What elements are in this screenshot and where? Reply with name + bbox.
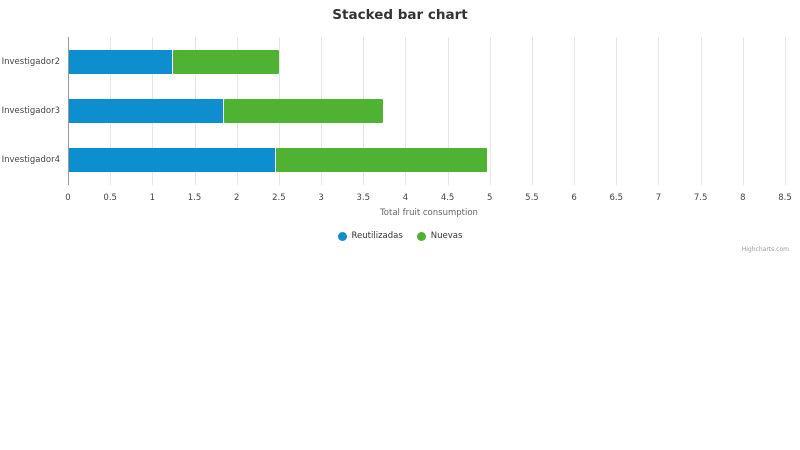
x-tick-label: 8 <box>740 193 746 203</box>
category-label: Investigador2 <box>1 56 60 67</box>
x-tick-label: 1 <box>149 193 156 203</box>
legend-label: Reutilizadas <box>351 231 403 241</box>
x-tick-label: 6 <box>571 193 577 203</box>
x-tick-label: 7 <box>655 193 662 203</box>
bar-nuevas-investigador4[interactable] <box>276 148 488 173</box>
x-tick-label: 6.5 <box>609 193 624 203</box>
legend: Reutilizadas Nuevas <box>0 231 800 241</box>
x-tick-label: 2.5 <box>272 193 286 203</box>
category-label: Investigador4 <box>1 155 60 166</box>
x-tick-label: 3 <box>318 193 324 203</box>
gridline <box>531 37 533 185</box>
legend-item-reutilizadas[interactable]: Reutilizadas <box>337 231 403 241</box>
circle-marker-icon <box>337 231 347 241</box>
circle-marker-icon <box>416 231 426 241</box>
gridline <box>700 37 702 185</box>
x-tick-label: 2 <box>233 193 240 203</box>
x-tick-label: 5 <box>487 193 493 203</box>
chart-title: Stacked bar chart <box>332 7 468 23</box>
x-axis-title: Total fruit consumption <box>380 208 478 218</box>
gridline <box>658 37 660 185</box>
x-tick-label: 8.5 <box>778 193 792 203</box>
gridline <box>489 37 491 185</box>
legend-item-nuevas[interactable]: Nuevas <box>416 231 463 241</box>
gridline <box>405 37 407 185</box>
bar-reutilizadas-investigador2[interactable] <box>68 49 173 74</box>
x-tick-label: 3.5 <box>356 193 370 203</box>
gridline <box>785 37 786 185</box>
x-tick-label: 1.5 <box>187 193 202 203</box>
y-axis-line <box>68 37 69 185</box>
bar-nuevas-investigador2[interactable] <box>172 49 279 74</box>
x-tick-label: 7.5 <box>693 193 708 203</box>
x-tick-label: 4.5 <box>440 193 455 203</box>
gridline <box>742 37 744 185</box>
gridline <box>447 37 449 185</box>
gridline <box>574 37 576 185</box>
gridline <box>616 37 618 185</box>
bar-reutilizadas-investigador4[interactable] <box>68 148 277 173</box>
bar-nuevas-investigador3[interactable] <box>224 99 383 123</box>
x-tick-label: 4 <box>402 193 409 203</box>
x-tick-label: 0.5 <box>103 193 117 203</box>
plot-area <box>68 37 790 185</box>
credits-link[interactable]: Highcharts.com <box>741 246 789 253</box>
bar-reutilizadas-investigador3[interactable] <box>68 99 225 123</box>
legend-label: Nuevas <box>430 231 463 241</box>
x-tick-label: 0 <box>65 193 71 203</box>
category-label: Investigador3 <box>1 106 60 116</box>
x-tick-label: 5.5 <box>525 193 539 203</box>
